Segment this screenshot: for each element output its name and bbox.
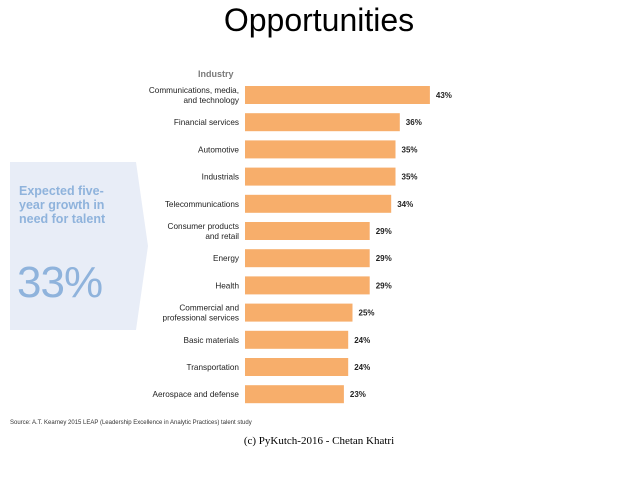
- bar-7: [245, 276, 370, 295]
- value-label-7: 29%: [376, 281, 392, 290]
- source-note: Source: A.T. Kearney 2015 LEAP (Leadersh…: [10, 420, 252, 426]
- bar-0: [245, 86, 430, 104]
- category-label-4: Telecommunications: [165, 200, 239, 209]
- bar-8: [245, 303, 353, 322]
- value-label-1: 36%: [406, 118, 422, 127]
- bar-1: [245, 113, 400, 132]
- category-label-5: Consumer products and retail: [168, 222, 240, 241]
- bar-10: [245, 358, 349, 376]
- value-label-2: 35%: [402, 145, 418, 154]
- category-label-11: Aerospace and defense: [153, 390, 240, 399]
- value-label-4: 34%: [397, 200, 413, 209]
- category-label-1: Financial services: [174, 118, 239, 127]
- value-label-6: 29%: [376, 254, 392, 263]
- value-label-3: 35%: [402, 173, 418, 182]
- callout-arrow-shape: [10, 162, 148, 330]
- industry-bar-chart: Industry Communications, media, and techno…: [149, 69, 452, 404]
- value-label-5: 29%: [376, 227, 392, 236]
- callout-label: Expected five-year growth in need for ta…: [19, 184, 106, 226]
- value-label-9: 24%: [354, 336, 370, 345]
- category-label-7: Health: [215, 281, 239, 290]
- value-label-11: 23%: [350, 390, 366, 399]
- callout-value: 33%: [17, 258, 103, 307]
- bar-6: [245, 249, 370, 268]
- value-label-0: 43%: [436, 91, 452, 100]
- bar-9: [245, 330, 349, 349]
- category-label-10: Transportation: [187, 363, 240, 372]
- bar-2: [245, 140, 396, 159]
- bar-5: [245, 222, 370, 240]
- category-label-6: Energy: [213, 254, 240, 263]
- category-label-8: Commercial and professional services: [163, 304, 240, 323]
- category-label-3: Industrials: [202, 173, 239, 182]
- bar-11: [245, 385, 344, 404]
- growth-callout: Expected five-year growth in need for ta…: [10, 162, 148, 330]
- axis-label-industry: Industry: [198, 69, 234, 79]
- bar-4: [245, 194, 392, 213]
- category-label-2: Automotive: [198, 145, 239, 154]
- category-label-0: Communications, media, and technology: [149, 86, 240, 105]
- value-label-10: 24%: [354, 363, 370, 372]
- slide-title: Opportunities: [223, 2, 415, 38]
- category-label-9: Basic materials: [183, 336, 239, 345]
- value-label-8: 25%: [359, 309, 375, 318]
- bar-3: [245, 167, 396, 186]
- slide-footer: (c) PyKutch-2016 - Chetan Khatri: [243, 435, 395, 447]
